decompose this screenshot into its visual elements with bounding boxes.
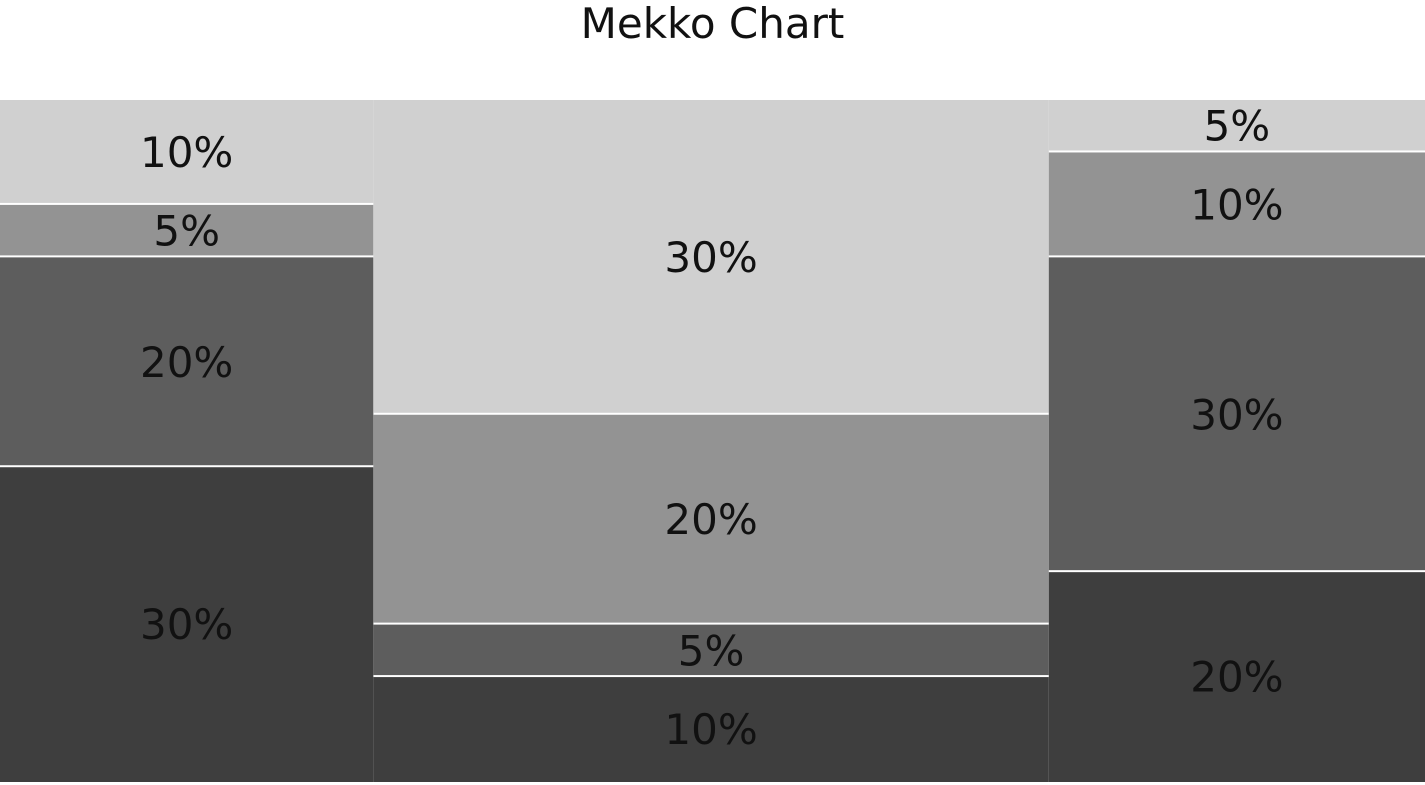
chart-title: Mekko Chart [580,0,845,48]
mekko-segment-label-3-1: 20% [140,338,233,387]
mekko-segment-2-3 [1048,152,1425,256]
mekko-segment-1-3 [1048,100,1425,151]
mekko-segment-4-1 [0,467,374,782]
mekko-segment-label-1-1: 10% [140,128,233,177]
mekko-segment-label-2-3: 10% [1190,180,1283,229]
mekko-segment-1-2 [373,100,1049,413]
mekko-segment-label-1-3: 5% [1204,102,1271,151]
mekko-segment-label-1-2: 30% [664,233,757,282]
mekko-segment-3-1 [0,257,374,466]
mekko-segment-1-1 [0,100,374,203]
mekko-segment-label-4-2: 10% [664,705,757,754]
mekko-segment-2-2 [373,414,1049,623]
mekko-segment-3-3 [1048,257,1425,571]
mekko-segment-label-2-2: 20% [664,495,757,544]
mekko-segment-2-1 [0,204,374,256]
mekko-segment-4-3 [1048,572,1425,782]
mekko-segment-label-3-2: 5% [678,626,745,675]
mekko-segment-label-3-3: 30% [1190,390,1283,439]
mekko-segment-label-2-1: 5% [153,207,220,256]
mekko-segment-label-4-3: 20% [1190,653,1283,702]
mekko-segment-4-2 [373,677,1049,782]
mekko-segment-label-4-1: 30% [140,600,233,649]
mekko-segment-3-2 [373,624,1049,676]
